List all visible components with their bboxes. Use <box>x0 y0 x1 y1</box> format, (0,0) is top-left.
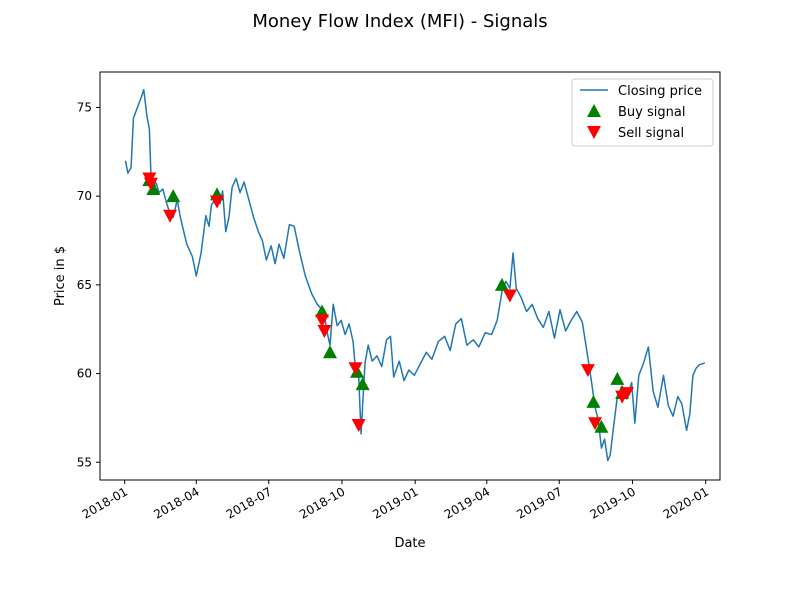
buy-signal-marker <box>355 377 370 391</box>
sell-signal-marker <box>588 417 603 431</box>
legend-box <box>571 78 714 147</box>
sell-signal-marker <box>317 325 332 338</box>
plot-frame <box>99 71 721 481</box>
y-tick-label: 55 <box>77 455 92 469</box>
sell-signal-marker <box>351 419 366 433</box>
buy-signal-marker <box>610 371 625 385</box>
x-tick-label: 2019-10 <box>588 484 638 521</box>
buy-signal-marker <box>494 277 509 291</box>
chart-title: Money Flow Index (MFI) - Signals <box>252 11 547 32</box>
x-tick-label: 2018-01 <box>80 484 130 521</box>
legend-label-sell-signal: Sell signal <box>618 126 684 141</box>
sell-signal-marker <box>502 289 517 303</box>
y-axis-label: Price in $ <box>53 246 68 306</box>
buy-signal-marker <box>146 182 161 196</box>
buy-signal-marker <box>594 419 609 433</box>
sell-signal-marker <box>163 209 178 223</box>
buy-signal-marker <box>323 345 338 359</box>
sell-signal-marker <box>348 362 363 376</box>
buy-signal-marker <box>166 189 181 203</box>
x-tick-label: 2018-07 <box>224 484 274 521</box>
x-axis: 2018-01 2018-04 2018-07 2018-10 2019-01 2019-… <box>80 480 711 522</box>
closing-price-series <box>124 88 706 462</box>
legend: Closing price Buy signal Sell signal <box>571 78 714 147</box>
closing-price-line <box>124 88 706 462</box>
x-axis-label: Date <box>394 536 425 551</box>
legend-label-buy-signal: Buy signal <box>618 105 685 120</box>
y-tick-label: 65 <box>77 278 92 292</box>
x-tick-label: 2020-01 <box>661 484 711 521</box>
x-tick-label: 2019-01 <box>370 484 420 521</box>
y-tick-label: 70 <box>77 189 92 203</box>
signal-markers <box>142 172 634 433</box>
legend-label-closing-price: Closing price <box>618 84 702 99</box>
x-tick-label: 2019-04 <box>442 484 492 521</box>
x-tick-label: 2018-04 <box>151 484 201 521</box>
y-tick-label: 60 <box>77 367 92 381</box>
y-axis: 55 60 65 70 75 <box>77 100 100 469</box>
sell-signal-marker <box>580 364 595 378</box>
buy-signal-marker <box>586 394 601 408</box>
legend-buy-marker <box>587 104 601 117</box>
x-tick-label: 2018-10 <box>297 484 347 521</box>
legend-sell-marker <box>587 126 601 139</box>
sell-signal-marker <box>619 387 634 401</box>
sell-signal-marker <box>210 195 224 209</box>
buy-signal-marker <box>315 304 330 318</box>
sell-signal-marker <box>143 177 158 191</box>
sell-signal-marker <box>315 314 330 328</box>
x-tick-label: 2019-07 <box>514 484 564 521</box>
y-tick-label: 75 <box>77 100 92 114</box>
